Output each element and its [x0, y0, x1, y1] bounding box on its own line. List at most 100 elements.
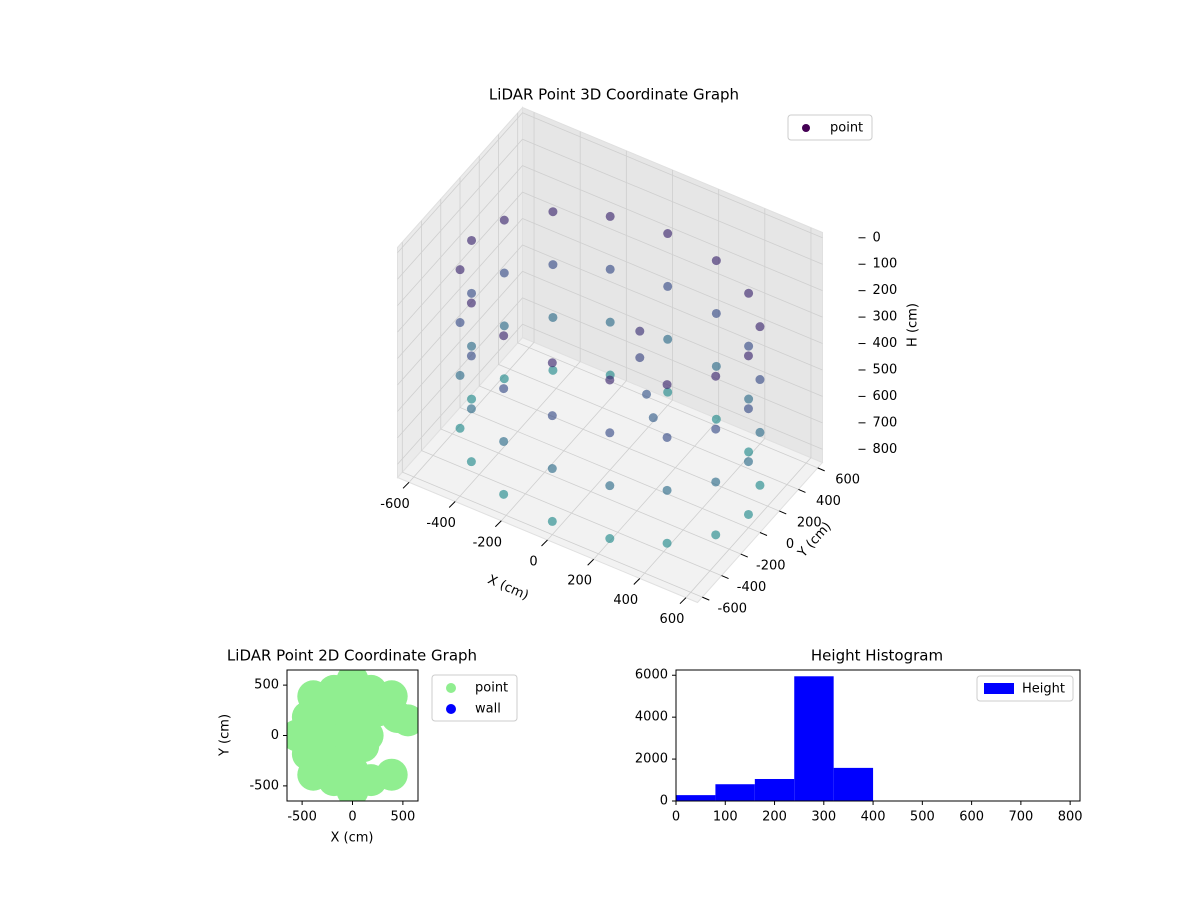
x-axis-label: X (cm) [485, 572, 530, 603]
grid-line [459, 177, 761, 533]
grid-line [454, 131, 581, 502]
point [499, 321, 509, 331]
point [662, 538, 672, 548]
bar [715, 784, 755, 801]
point [743, 351, 753, 361]
point [605, 211, 615, 221]
point [711, 256, 721, 266]
point [381, 700, 414, 733]
point [711, 424, 721, 434]
bar [794, 676, 834, 801]
point [547, 411, 557, 421]
point [466, 351, 476, 361]
point [355, 764, 388, 797]
z-tick-label: 200 [873, 283, 898, 298]
point [317, 764, 350, 797]
y-tick-label: 200 [797, 515, 822, 530]
x-tick-label: -500 [287, 810, 317, 825]
z-tick-label: 800 [873, 442, 898, 457]
grid-line [408, 112, 535, 483]
point [455, 370, 465, 380]
point [467, 394, 477, 404]
y-tick-label: 2000 [635, 752, 668, 767]
point [548, 207, 558, 217]
y-tick-label: 6000 [635, 668, 668, 683]
x-tick-label: 500 [910, 810, 935, 825]
y-tick-label: 4000 [635, 710, 668, 725]
grid-line [397, 165, 823, 306]
point [663, 334, 673, 344]
tick-mark [798, 488, 806, 493]
x-axis-label: X (cm) [331, 831, 374, 846]
point [547, 516, 557, 526]
point [755, 427, 765, 437]
grid-line [639, 208, 766, 579]
x-tick-label: 0 [672, 810, 680, 825]
point [548, 260, 558, 270]
point [548, 312, 558, 322]
chart-title: LiDAR Point 3D Coordinate Graph [489, 86, 739, 104]
tick-mark [448, 501, 456, 508]
point [499, 489, 509, 499]
point [455, 423, 465, 433]
point [499, 384, 509, 394]
x-tick-label: 800 [1058, 810, 1083, 825]
plot-area [287, 670, 418, 801]
point [547, 358, 557, 368]
x-tick-label: -200 [473, 535, 503, 550]
point [635, 353, 645, 363]
point [642, 389, 652, 399]
tick-mark [721, 575, 729, 580]
grid-line [501, 150, 627, 522]
y-tick-label: -400 [737, 580, 767, 595]
legend-label: wall [475, 702, 501, 717]
x-tick-label: 700 [1008, 810, 1033, 825]
y-tick-label: 0 [660, 794, 668, 809]
grid-line [397, 297, 823, 439]
y-tick-label: 0 [786, 537, 794, 552]
point [355, 674, 388, 707]
x-tick-label: 600 [959, 810, 984, 825]
point [499, 331, 509, 341]
z-tick-label: 700 [873, 415, 898, 430]
x-tick-label: 0 [348, 810, 356, 825]
point [711, 414, 721, 424]
bar [754, 778, 795, 801]
z-tick-label: 100 [873, 257, 898, 272]
grid-line [401, 242, 703, 598]
x-tick-label: 500 [390, 810, 415, 825]
point [743, 509, 753, 519]
bar [676, 795, 716, 801]
point [317, 674, 350, 707]
point [499, 268, 509, 278]
x-tick-label: 0 [529, 555, 537, 570]
chart-title: LiDAR Point 2D Coordinate Graph [227, 647, 477, 665]
tick-mark [759, 532, 768, 536]
tick-mark [633, 578, 641, 585]
y-tick-label: -600 [718, 602, 748, 617]
grid-line [397, 270, 823, 412]
grid-line [440, 199, 741, 555]
point [605, 264, 615, 274]
z-tick-label: 600 [873, 389, 898, 404]
x-tick-label: 400 [861, 810, 886, 825]
point [291, 700, 324, 733]
x-tick-label: 300 [811, 810, 836, 825]
point [755, 322, 765, 332]
point [547, 464, 557, 474]
point [744, 394, 754, 404]
x-tick-label: -400 [426, 516, 456, 531]
point [711, 530, 721, 540]
grid-line [478, 155, 780, 512]
point [744, 288, 754, 298]
point [743, 404, 753, 414]
axes-frame [675, 669, 1081, 802]
tick-mark [541, 539, 548, 547]
z-tick-label: 300 [873, 310, 898, 325]
point [663, 281, 673, 291]
x-tick-label: 200 [567, 574, 592, 589]
x-tick-label: 400 [613, 593, 638, 608]
grid-line [498, 134, 799, 490]
legend-label: point [830, 121, 863, 136]
z-tick-label: 400 [873, 336, 898, 351]
